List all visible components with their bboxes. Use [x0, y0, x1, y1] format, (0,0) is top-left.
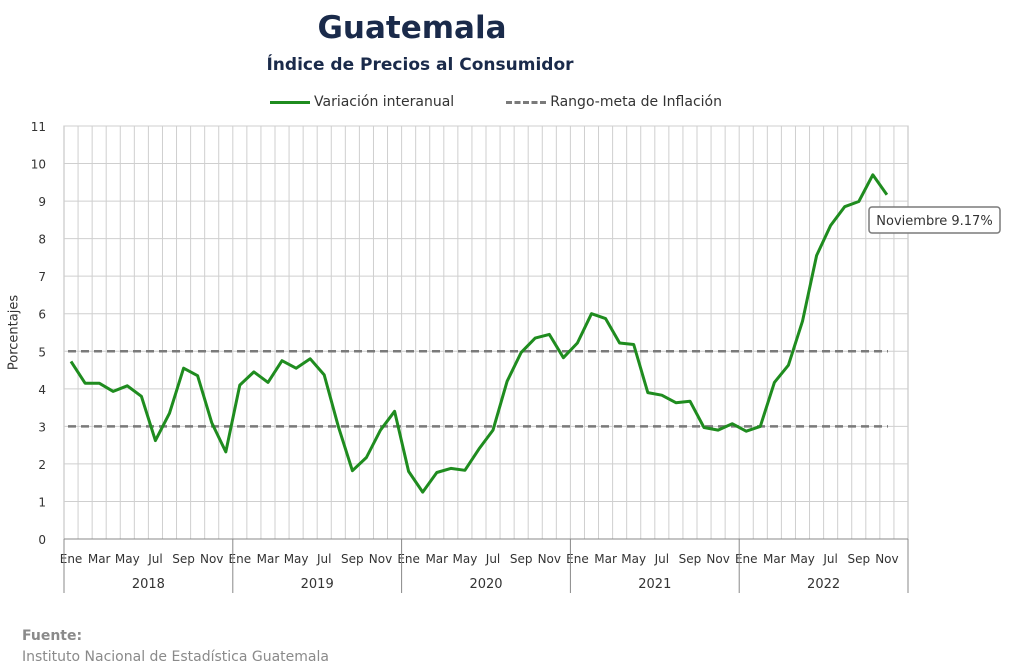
chart-title: Guatemala [317, 10, 507, 46]
x-tick-label: Mar [88, 552, 111, 566]
x-tick-label: Sep [172, 552, 195, 566]
x-tick-label: May [452, 552, 477, 566]
annotation-label: Noviembre 9.17% [876, 214, 992, 229]
x-tick-label: Nov [875, 552, 898, 566]
x-tick-label: Nov [369, 552, 392, 566]
year-label: 2020 [469, 577, 502, 592]
y-tick-label: 4 [38, 383, 46, 397]
x-tick-label: Mar [594, 552, 617, 566]
x-tick-label: Ene [60, 552, 83, 566]
y-tick-label: 6 [38, 308, 46, 322]
x-tick-label: Jul [822, 552, 837, 566]
x-tick-label: Jul [485, 552, 500, 566]
legend-label-variacion: Variación interanual [314, 94, 455, 110]
y-tick-label: 8 [38, 233, 46, 247]
x-tick-label: Jul [316, 552, 331, 566]
x-tick-label: May [284, 552, 309, 566]
x-tick-label: Ene [566, 552, 589, 566]
legend-swatch-dashed [506, 100, 547, 104]
x-tick-label: May [621, 552, 646, 566]
x-tick-label: Mar [763, 552, 786, 566]
y-tick-label: 9 [38, 195, 46, 209]
x-tick-label: Nov [200, 552, 223, 566]
year-label: 2021 [638, 577, 671, 592]
x-tick-label: Ene [735, 552, 758, 566]
y-tick-label: 1 [38, 495, 46, 509]
chart-legend: Variación interanual Rango-meta de Infla… [270, 94, 774, 110]
legend-swatch-green [270, 100, 310, 104]
chart-subtitle: Índice de Precios al Consumidor [266, 55, 574, 75]
legend-item-rango-meta: Rango-meta de Inflación [506, 94, 722, 110]
annotation-box [868, 206, 1001, 234]
x-tick-label: May [115, 552, 140, 566]
x-tick-label: Ene [229, 552, 252, 566]
x-tick-label: Nov [706, 552, 729, 566]
year-label: 2019 [301, 577, 334, 592]
y-tick-label: 2 [38, 458, 46, 472]
x-tick-label: Mar [257, 552, 280, 566]
x-tick-label: Sep [341, 552, 364, 566]
x-tick-label: Sep [679, 552, 702, 566]
y-tick-label: 11 [31, 120, 46, 134]
x-tick-label: Nov [538, 552, 561, 566]
x-tick-label: May [790, 552, 815, 566]
x-tick-label: Jul [654, 552, 669, 566]
y-tick-label: 0 [38, 533, 46, 547]
y-tick-label: 7 [38, 270, 46, 284]
x-tick-label: Ene [397, 552, 420, 566]
year-label: 2018 [132, 577, 165, 592]
series-line-variacion [69, 173, 889, 494]
x-tick-label: Sep [510, 552, 533, 566]
y-tick-label: 10 [31, 158, 46, 172]
legend-label-rango-meta: Rango-meta de Inflación [550, 94, 722, 110]
y-tick-label: 3 [38, 420, 46, 434]
x-tick-label: Jul [147, 552, 162, 566]
source-label: Fuente: [22, 628, 83, 644]
y-tick-label: 5 [38, 345, 46, 359]
year-label: 2022 [807, 577, 840, 592]
source-text: Instituto Nacional de Estadística Guatem… [22, 649, 329, 665]
legend-item-variacion: Variación interanual [270, 94, 454, 110]
x-tick-label: Sep [847, 552, 870, 566]
x-tick-label: Mar [425, 552, 448, 566]
